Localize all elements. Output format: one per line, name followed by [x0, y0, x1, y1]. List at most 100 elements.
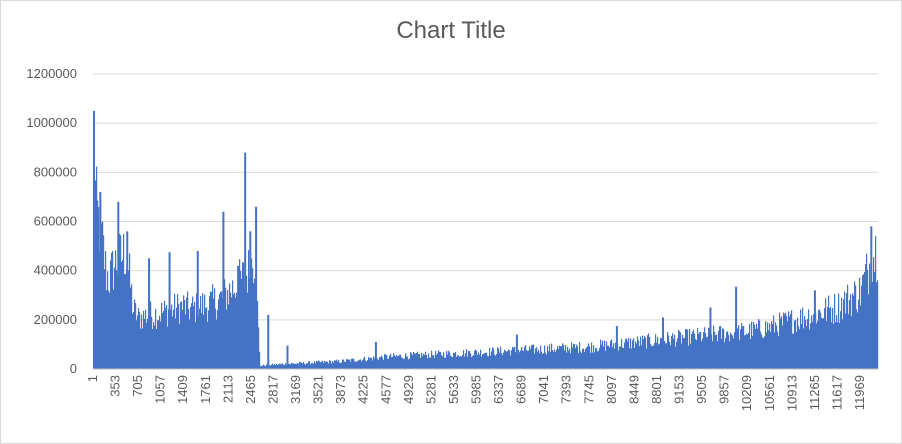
- bar: [412, 354, 414, 369]
- bar: [163, 310, 165, 369]
- bar: [233, 294, 235, 369]
- bar: [659, 343, 661, 369]
- bar: [596, 348, 598, 369]
- x-tick-label: 2817: [265, 375, 280, 404]
- bar: [838, 293, 840, 369]
- bar: [165, 308, 167, 369]
- bar: [732, 335, 734, 369]
- bar: [138, 308, 140, 369]
- bar-spike: [662, 317, 665, 369]
- bar: [626, 338, 628, 369]
- bar: [403, 359, 405, 369]
- bar: [805, 319, 807, 369]
- bar: [419, 353, 421, 369]
- bar: [500, 346, 502, 369]
- bar: [824, 308, 826, 369]
- bar: [715, 335, 717, 369]
- bar: [154, 325, 156, 369]
- bar: [574, 343, 576, 369]
- bar: [350, 361, 352, 369]
- bar: [562, 343, 564, 369]
- bar: [508, 349, 510, 369]
- bar: [660, 337, 662, 369]
- bar: [378, 360, 380, 369]
- bar: [512, 346, 514, 369]
- bar: [371, 357, 373, 369]
- bar: [602, 340, 604, 369]
- x-tick-label: 3169: [288, 375, 303, 404]
- x-tick-label: 10561: [762, 375, 777, 411]
- bar: [570, 353, 572, 369]
- x-tick-label: 7041: [536, 375, 551, 404]
- bar: [239, 259, 241, 369]
- bar: [411, 353, 413, 369]
- bar: [279, 363, 281, 369]
- bar: [645, 337, 647, 369]
- bar: [573, 344, 575, 369]
- bar: [766, 332, 768, 369]
- bar: [558, 348, 560, 369]
- bar: [821, 317, 823, 369]
- bar: [757, 328, 759, 369]
- bar: [134, 299, 136, 369]
- bar: [802, 307, 804, 369]
- bar: [460, 356, 462, 369]
- bar: [575, 348, 577, 369]
- bar: [406, 355, 408, 369]
- bar: [398, 356, 400, 369]
- bar: [477, 354, 479, 369]
- bar: [867, 270, 869, 369]
- bar: [304, 363, 306, 369]
- bar: [504, 349, 506, 369]
- bar: [667, 332, 669, 369]
- x-tick-label: 10209: [739, 375, 754, 411]
- bar: [726, 331, 728, 369]
- bar: [220, 291, 222, 369]
- bar: [288, 363, 290, 369]
- bar: [433, 354, 435, 369]
- bar: [866, 253, 868, 369]
- bar: [787, 321, 789, 369]
- bar: [830, 307, 832, 369]
- bar: [95, 180, 97, 369]
- bar: [503, 352, 505, 369]
- bar: [611, 339, 613, 369]
- bar: [695, 339, 697, 369]
- bar: [437, 353, 439, 369]
- bar: [676, 341, 678, 369]
- y-tick-label: 400000: [34, 263, 77, 278]
- bar: [688, 345, 690, 369]
- bar: [592, 352, 594, 369]
- bar: [128, 270, 130, 369]
- bar: [729, 341, 731, 369]
- bar: [837, 322, 839, 369]
- bar: [778, 336, 780, 369]
- bar: [509, 350, 511, 369]
- bar: [789, 316, 791, 369]
- y-tick-label: 1200000: [26, 66, 77, 81]
- bar: [557, 345, 559, 369]
- bar: [442, 356, 444, 369]
- bar: [207, 322, 209, 369]
- bar: [751, 321, 753, 369]
- bar: [325, 361, 327, 369]
- bar: [409, 358, 411, 369]
- bar: [305, 364, 307, 369]
- bar: [395, 356, 397, 369]
- bar: [546, 354, 548, 369]
- bar: [420, 357, 422, 369]
- bar: [739, 340, 741, 369]
- bar: [687, 329, 689, 369]
- bar: [402, 357, 404, 369]
- bar: [555, 351, 557, 369]
- bar: [691, 334, 693, 369]
- bar: [724, 342, 726, 369]
- bar: [737, 328, 739, 369]
- bar: [489, 347, 491, 369]
- bar: [115, 250, 117, 369]
- bar: [640, 336, 642, 369]
- bar-spike: [249, 231, 252, 369]
- bar: [692, 331, 694, 369]
- bar: [854, 281, 856, 369]
- bar: [720, 325, 722, 369]
